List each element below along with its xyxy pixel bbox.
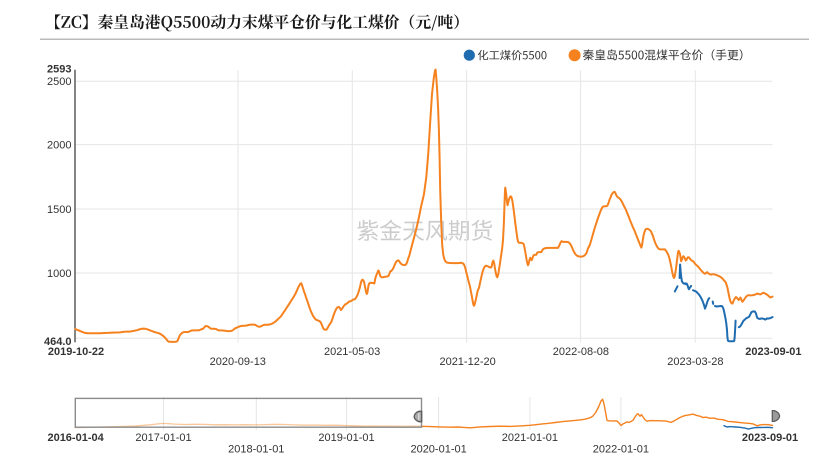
svg-text:2023-09-01: 2023-09-01 <box>742 432 798 444</box>
svg-text:2019-10-22: 2019-10-22 <box>48 346 104 358</box>
svg-text:2018-01-01: 2018-01-01 <box>228 444 284 456</box>
svg-text:2021-05-03: 2021-05-03 <box>324 346 380 358</box>
svg-text:2016-01-04: 2016-01-04 <box>47 432 104 444</box>
svg-text:2022-08-08: 2022-08-08 <box>553 346 609 358</box>
svg-text:464.0: 464.0 <box>44 336 72 348</box>
svg-text:1000: 1000 <box>47 268 71 280</box>
svg-text:2017-01-01: 2017-01-01 <box>135 432 191 444</box>
svg-text:2019-01-01: 2019-01-01 <box>318 432 374 444</box>
svg-text:2593: 2593 <box>47 64 71 76</box>
svg-text:2023-09-01: 2023-09-01 <box>745 346 801 358</box>
svg-text:2023-03-28: 2023-03-28 <box>667 356 723 368</box>
svg-text:2000: 2000 <box>47 140 71 152</box>
svg-text:1500: 1500 <box>47 204 71 216</box>
svg-text:2020-01-01: 2020-01-01 <box>410 444 466 456</box>
svg-text:2021-12-20: 2021-12-20 <box>439 356 495 368</box>
svg-text:2500: 2500 <box>47 76 71 88</box>
svg-text:2021-01-01: 2021-01-01 <box>502 432 558 444</box>
svg-text:2022-01-01: 2022-01-01 <box>593 444 649 456</box>
svg-text:2020-09-13: 2020-09-13 <box>210 356 266 368</box>
